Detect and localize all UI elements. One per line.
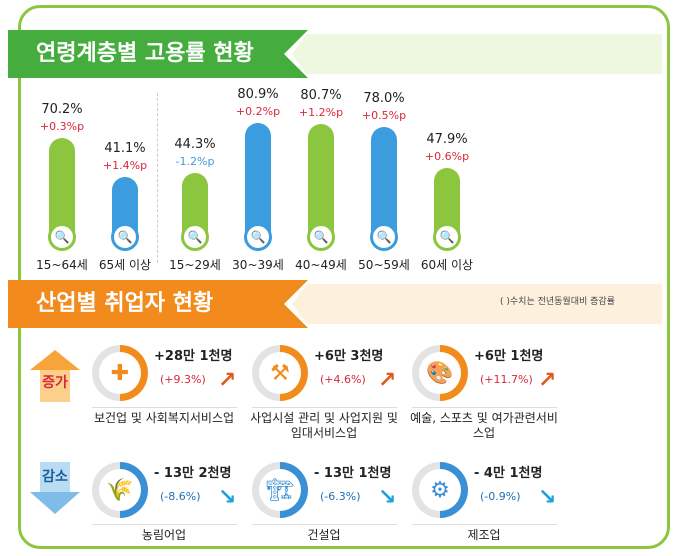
industry-ring: 🌾 [92, 462, 148, 518]
infographic-panel [18, 5, 670, 549]
industry-name: 제조업 [467, 528, 501, 542]
gear-icon: ⚙ [419, 469, 461, 511]
document-search-icon: 🔍 [111, 223, 139, 251]
business-support-icon: ⚒ [259, 352, 301, 394]
bar-value-label: 70.2% [41, 101, 83, 117]
industry-change-pct: (-6.3%) [320, 490, 361, 503]
category-label: 50~59세 [358, 258, 410, 272]
bar [49, 137, 75, 237]
document-search-icon: 🔍 [244, 223, 272, 251]
industry-change-pct: (+11.7%) [480, 373, 533, 386]
decrease-arrow-icon: 감소 [30, 462, 80, 514]
industry-name: 농림어업 [141, 528, 187, 542]
industry-name: 건설업 [307, 528, 341, 542]
industry-ring: ⚒ [252, 345, 308, 401]
industry-ring: ⚙ [412, 462, 468, 518]
bar-change-label: +0.6%p [424, 149, 470, 163]
category-label: 40~49세 [295, 258, 347, 272]
industry-ring: 🎨 [412, 345, 468, 401]
bar-value-label: 47.9% [426, 131, 468, 147]
industry-name: 보건업 및 사회복지서비스업 [93, 411, 235, 425]
bar-value-label: 80.9% [237, 87, 279, 103]
divider-line [92, 524, 237, 525]
industry-change-pct: (+9.3%) [160, 373, 206, 386]
industry-ring: ✚ [92, 345, 148, 401]
industry-change-value: - 13만 1천명 [314, 466, 392, 481]
bar-change-label: -1.2%p [175, 154, 215, 168]
bar-change-label: +1.2%p [298, 105, 344, 119]
section2-header-extension [292, 284, 662, 324]
category-label: 30~39세 [232, 258, 284, 272]
industry-change-value: - 13만 2천명 [154, 466, 232, 481]
bar-value-label: 78.0% [363, 91, 405, 107]
bar-value-label: 80.7% [300, 87, 342, 103]
industry-change-value: +28만 1천명 [154, 349, 233, 364]
divider-line [412, 524, 557, 525]
category-label: 15~64세 [36, 258, 88, 272]
bar-change-label: +0.5%p [361, 109, 407, 123]
industry-name: 사업시설 관리 및 사업지원 및 임대서비스업 [250, 411, 398, 440]
bar-change-label: +1.4%p [102, 159, 148, 172]
bar-change-label: +0.2%p [235, 105, 281, 119]
bar [245, 123, 271, 237]
industry-change-pct: (-8.6%) [160, 490, 201, 503]
document-search-icon: 🔍 [433, 223, 461, 251]
increase-arrow-icon: 증가 [30, 350, 80, 402]
industry-name: 예술, 스포츠 및 여가관련서비스업 [410, 411, 558, 440]
divider-line [252, 524, 397, 525]
bar [371, 127, 397, 237]
section1-header-extension [292, 34, 662, 74]
divider-line [412, 407, 557, 408]
decrease-trend-arrow-icon: ↘ [538, 485, 557, 510]
decrease-trend-arrow-icon: ↘ [218, 485, 237, 510]
increase-label: 증가 [40, 370, 70, 402]
document-search-icon: 🔍 [181, 223, 209, 251]
excavator-icon: 🏗 [259, 469, 301, 511]
divider-line [252, 407, 397, 408]
first-aid-kit-icon: ✚ [99, 352, 141, 394]
bar-change-label: +0.3%p [39, 119, 85, 133]
decrease-label: 감소 [40, 462, 70, 492]
art-palette-icon: 🎨 [419, 352, 461, 394]
document-search-icon: 🔍 [48, 223, 76, 251]
document-search-icon: 🔍 [370, 223, 398, 251]
bar [308, 123, 334, 237]
note: ( )수치는 전년동월대비 증감률 [500, 297, 615, 307]
industry-change-pct: (+4.6%) [320, 373, 366, 386]
bar-value-label: 44.3% [174, 136, 216, 152]
category-label: 65세 이상 [98, 258, 152, 272]
divider-line [92, 407, 237, 408]
document-search-icon: 🔍 [307, 223, 335, 251]
category-label: 60세 이상 [420, 258, 474, 272]
industry-change-value: - 4만 1천명 [474, 466, 543, 481]
industry-change-value: +6만 1천명 [474, 349, 544, 364]
section1-title: 연령계층별 고용률 현황 [8, 30, 308, 78]
increase-trend-arrow-icon: ↗ [218, 368, 237, 393]
wheat-icon: 🌾 [99, 469, 141, 511]
decrease-trend-arrow-icon: ↘ [378, 485, 397, 510]
bar-value-label: 41.1% [104, 141, 146, 156]
increase-trend-arrow-icon: ↗ [378, 368, 397, 393]
increase-trend-arrow-icon: ↗ [538, 368, 557, 393]
divider [157, 93, 158, 263]
category-label: 15~29세 [169, 258, 221, 272]
industry-change-pct: (-0.9%) [480, 490, 521, 503]
industry-ring: 🏗 [252, 462, 308, 518]
industry-change-value: +6만 3천명 [314, 349, 384, 364]
section2-title: 산업별 취업자 현황 [8, 280, 308, 328]
